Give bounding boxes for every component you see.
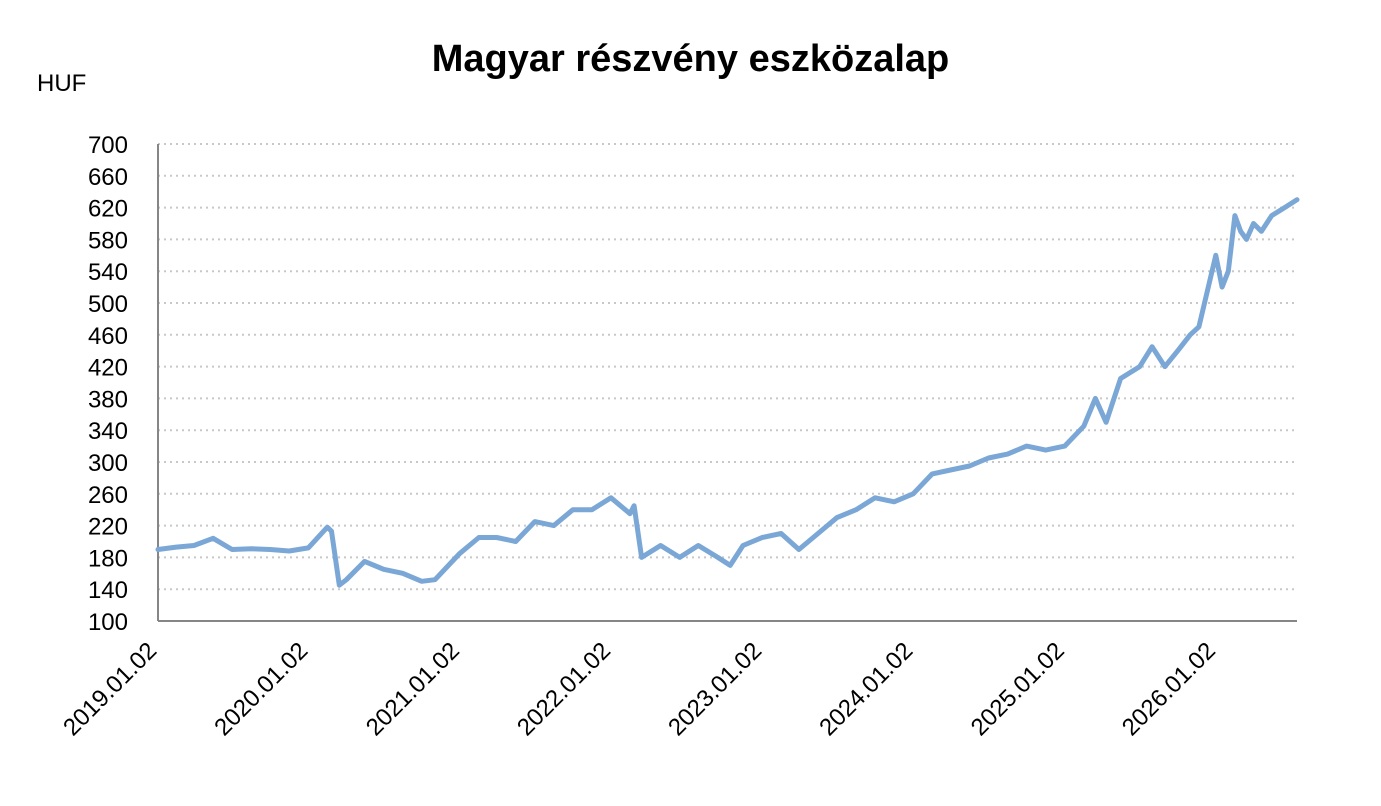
y-tick-label: 540 (88, 259, 128, 286)
gridlines (158, 143, 1297, 591)
y-tick-label: 100 (88, 609, 128, 636)
y-tick-label: 300 (88, 450, 128, 477)
y-tick-label: 700 (88, 132, 128, 159)
x-tick-label: 2025.01.02 (966, 637, 1070, 741)
x-tick-label: 2019.01.02 (58, 637, 162, 741)
axes (157, 144, 1297, 622)
series-line (155, 197, 1300, 588)
y-tick-label: 620 (88, 196, 128, 223)
x-tick-labels: 2019.01.02 2020.01.02 2021.01.02 2022.01.02… (58, 637, 1221, 741)
x-tick-label: 2020.01.02 (209, 637, 313, 741)
x-tick-label: 2022.01.02 (512, 637, 616, 741)
y-tick-label: 220 (88, 514, 128, 541)
y-tick-label: 420 (88, 355, 128, 382)
y-tick-label: 180 (88, 545, 128, 572)
y-tick-label: 500 (88, 291, 128, 318)
y-axis-unit-label: HUF (37, 70, 87, 97)
x-tick-label: 2021.01.02 (361, 637, 465, 741)
y-tick-label: 380 (88, 386, 128, 413)
x-tick-label: 2023.01.02 (663, 637, 767, 741)
y-tick-label: 260 (88, 482, 128, 509)
y-tick-label: 340 (88, 418, 128, 445)
y-tick-labels: 700 660 620 580 540 500 460 420 380 340 300 260 220 1… (88, 132, 128, 636)
chart-title: Magyar részvény eszközalap (431, 38, 950, 80)
y-tick-label: 140 (88, 577, 128, 604)
y-tick-label: 460 (88, 323, 128, 350)
x-tick-label: 2024.01.02 (814, 637, 918, 741)
y-tick-label: 660 (88, 164, 128, 191)
series-layer (155, 197, 1300, 588)
y-tick-label: 580 (88, 227, 128, 254)
x-tick-label: 2026.01.02 (1117, 637, 1221, 741)
